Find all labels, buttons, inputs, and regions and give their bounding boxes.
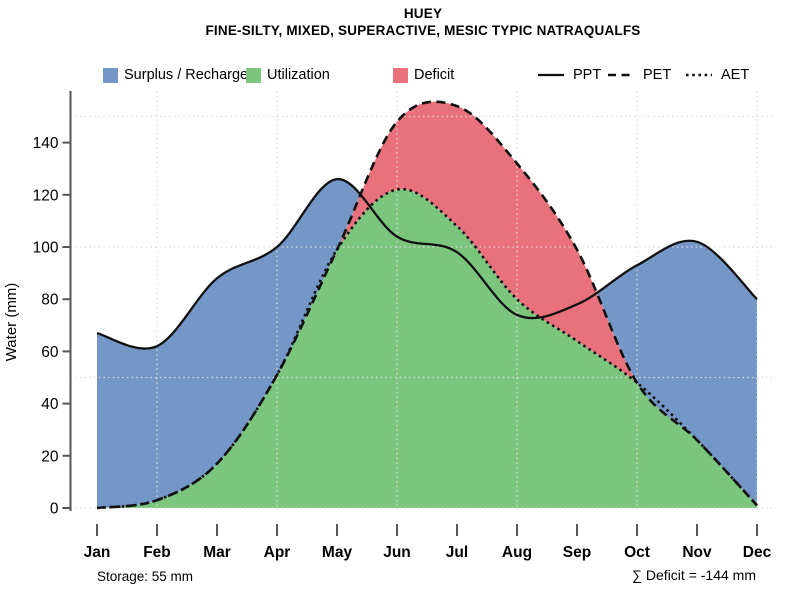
legend-label: PPT [573,67,602,83]
x-tick-label: Apr [264,544,291,561]
legend-label: PET [643,67,672,83]
legend-item-utilization: Utilization [246,67,330,83]
utilization-area [97,189,757,508]
dashed-line-icon [608,73,634,77]
legend-item-pet: PET [608,67,671,83]
x-tick-label: Mar [203,544,231,561]
y-tick-label: 140 [33,135,59,152]
legend-item-aet: AET [686,67,749,83]
y-tick-label: 80 [41,292,59,309]
x-tick-label: Jul [446,544,468,561]
surplus-area [97,179,757,508]
chart-subtitle: FINE-SILTY, MIXED, SUPERACTIVE, MESIC TY… [205,23,641,38]
legend-label: Deficit [414,67,455,83]
legend-item-deficit: Deficit [393,67,454,83]
x-tick-label: Dec [743,544,772,561]
y-tick-label: 0 [50,501,59,518]
surplus-swatch-icon [103,67,118,83]
chart-title: HUEY [403,6,443,21]
y-tick-label: 20 [41,448,59,465]
aet-line [96,187,758,510]
y-tick-label: 120 [33,187,59,204]
y-axis-title: Water (mm) [3,283,20,362]
x-tick-label: Oct [624,544,650,561]
utilization-swatch-icon [246,67,261,83]
x-tick-label: Sep [563,544,591,561]
legend-label: AET [721,67,750,83]
sum-deficit-note: ∑ Deficit = -144 mm [632,567,756,583]
dotted-line-icon [686,73,712,77]
x-tick-label: Feb [143,544,171,561]
x-tick-label: Jun [383,544,411,561]
x-tick-label: Jan [84,544,111,561]
solid-line-icon [538,73,564,77]
y-tick-label: 60 [41,344,59,361]
x-tick-label: Aug [502,544,532,561]
x-tick-label: May [322,544,353,561]
y-tick-label: 40 [41,396,59,413]
y-tick-label: 100 [33,240,59,257]
legend-item-ppt: PPT [538,67,601,83]
deficit-swatch-icon [393,67,408,83]
legend-label: Surplus / Recharge [124,67,249,83]
storage-note: Storage: 55 mm [97,569,194,584]
legend-label: Utilization [267,67,330,83]
x-tick-label: Nov [682,544,712,561]
legend-item-surplus: Surplus / Recharge [103,67,248,83]
ppt-line [96,177,758,350]
